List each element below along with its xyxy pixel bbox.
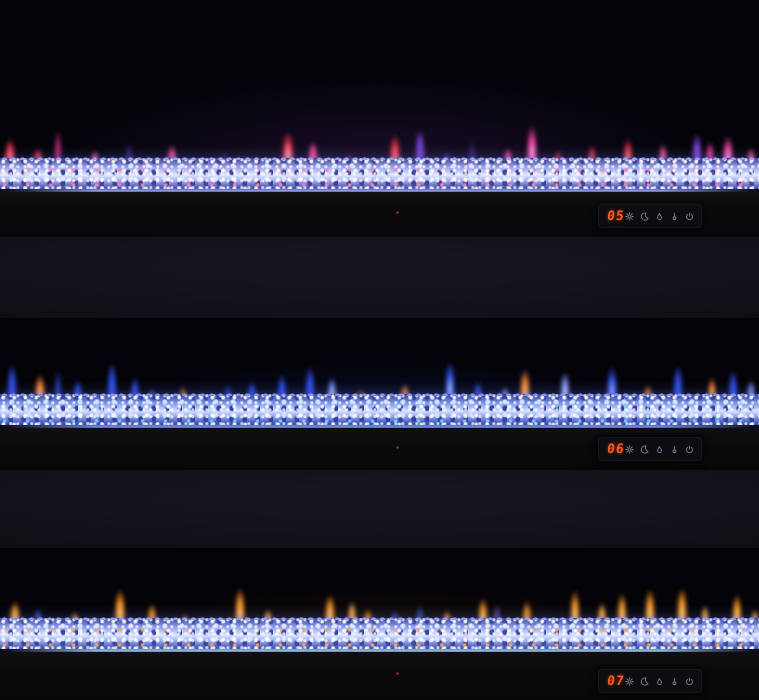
fireplace-middle: 06 (0, 318, 759, 470)
sleep-timer-icon (640, 444, 649, 454)
sleep-timer-icon (640, 676, 649, 686)
brightness-icon (624, 676, 634, 686)
front-panel: 06 (0, 428, 759, 470)
power-icon (685, 444, 694, 454)
control-icons (624, 211, 694, 221)
brightness-icon (624, 444, 634, 454)
heat-icon (670, 677, 679, 686)
control-display: 06 (598, 437, 702, 461)
flame-display (0, 48, 759, 168)
control-icons (624, 676, 694, 686)
underglow-strip (7, 189, 752, 192)
firebox (0, 548, 759, 652)
firebox (0, 0, 759, 192)
crystal-ember-bed (0, 154, 759, 189)
fireplace-bottom: 07 (0, 548, 759, 700)
heat-icon (670, 445, 679, 454)
power-icon (685, 676, 694, 686)
power-indicator-led (396, 672, 400, 676)
flame-effect-icon (655, 445, 664, 454)
wall-gap (0, 237, 759, 318)
crystal-ember-bed (0, 614, 759, 649)
flame-effect-icon (655, 677, 664, 686)
fireplace-top: 05 (0, 0, 759, 237)
underglow-strip (7, 425, 752, 428)
wall-gap (0, 470, 759, 548)
underglow-strip (7, 649, 752, 652)
setting-readout: 06 (606, 441, 626, 457)
front-panel: 07 (0, 652, 759, 700)
firebox (0, 318, 759, 428)
brightness-icon (624, 211, 634, 221)
power-indicator-led (396, 445, 400, 449)
sleep-timer-icon (640, 211, 649, 221)
crystal-ember-bed (0, 390, 759, 425)
heat-icon (670, 212, 679, 221)
control-icons (624, 444, 694, 454)
front-panel: 05 (0, 192, 759, 237)
control-display: 05 (598, 204, 702, 228)
power-icon (685, 211, 694, 221)
power-indicator-led (396, 210, 400, 214)
control-display: 07 (598, 669, 702, 693)
setting-readout: 07 (606, 673, 626, 689)
flame-effect-icon (655, 212, 664, 221)
setting-readout: 05 (606, 208, 626, 224)
